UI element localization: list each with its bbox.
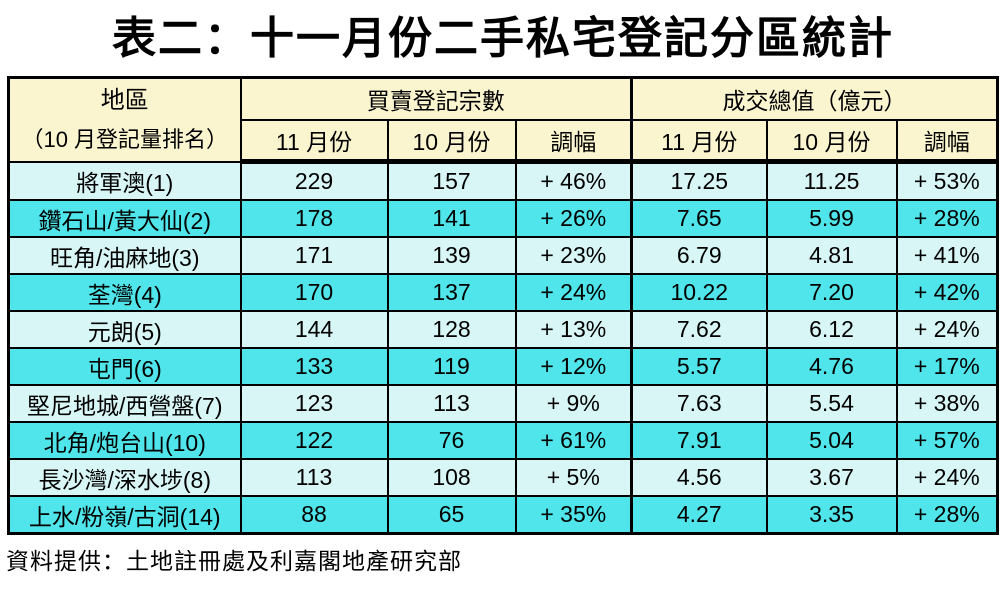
cell-district: 將軍澳(1) bbox=[7, 160, 242, 201]
cell-value-nov: 4.56 bbox=[630, 458, 768, 497]
page-title: 表二：十一月份二手私宅登記分區統計 bbox=[112, 14, 894, 63]
cell-value-nov: 4.27 bbox=[630, 495, 768, 535]
cell-value-nov: 7.65 bbox=[630, 199, 768, 238]
cell-deals-change: + 26% bbox=[514, 199, 633, 238]
cell-value-change: + 28% bbox=[895, 495, 999, 535]
header-deals-nov: 11 月份 bbox=[239, 119, 389, 164]
cell-value-oct: 7.20 bbox=[765, 273, 898, 312]
table-row: 堅尼地城/西營盤(7) 123 113 + 9% 7.63 5.54 + 38% bbox=[7, 384, 999, 423]
cell-district: 北角/炮台山(10) bbox=[7, 421, 242, 460]
cell-deals-change: + 35% bbox=[514, 495, 633, 535]
cell-deals-oct: 137 bbox=[386, 273, 517, 312]
cell-district: 屯門(6) bbox=[7, 347, 242, 386]
cell-deals-nov: 122 bbox=[239, 421, 389, 460]
cell-deals-oct: 128 bbox=[386, 310, 517, 349]
cell-value-oct: 3.67 bbox=[765, 458, 898, 497]
cell-deals-nov: 229 bbox=[239, 160, 389, 201]
cell-deals-change: + 12% bbox=[514, 347, 633, 386]
cell-value-nov: 17.25 bbox=[630, 160, 768, 201]
cell-value-nov: 7.62 bbox=[630, 310, 768, 349]
cell-value-oct: 5.04 bbox=[765, 421, 898, 460]
table-header: 地區 （10 月登記量排名） 買賣登記宗數 成交總值（億元） 11 月份 10 … bbox=[7, 76, 999, 164]
header-district-label: 地區 bbox=[100, 86, 149, 114]
cell-deals-nov: 178 bbox=[239, 199, 389, 238]
cell-value-oct: 5.99 bbox=[765, 199, 898, 238]
header-value-nov: 11 月份 bbox=[630, 119, 768, 164]
cell-value-oct: 11.25 bbox=[765, 160, 898, 201]
table-body: 將軍澳(1) 229 157 + 46% 17.25 11.25 + 53% 鑽石山/黃大仙(… bbox=[7, 160, 999, 535]
cell-district: 旺角/油麻地(3) bbox=[7, 236, 242, 275]
header-sub-row: 11 月份 10 月份 調幅 11 月份 10 月份 調幅 bbox=[9, 119, 999, 164]
cell-deals-change: + 23% bbox=[514, 236, 633, 275]
table-row: 鑽石山/黃大仙(2) 178 141 + 26% 7.65 5.99 + 28% bbox=[7, 199, 999, 238]
cell-deals-oct: 108 bbox=[386, 458, 517, 497]
cell-district: 鑽石山/黃大仙(2) bbox=[7, 199, 242, 238]
header-group-row: 地區 （10 月登記量排名） 買賣登記宗數 成交總值（億元） bbox=[7, 76, 999, 163]
cell-value-change: + 38% bbox=[895, 384, 999, 423]
header-district-ranking-note: （10 月登記量排名） bbox=[21, 126, 229, 152]
cell-value-change: + 28% bbox=[895, 199, 999, 238]
cell-value-oct: 3.35 bbox=[765, 495, 898, 535]
cell-deals-change: + 5% bbox=[514, 458, 633, 497]
cell-deals-oct: 141 bbox=[386, 199, 517, 238]
table-row: 旺角/油麻地(3) 171 139 + 23% 6.79 4.81 + 41% bbox=[7, 236, 999, 275]
cell-deals-nov: 123 bbox=[239, 384, 389, 423]
cell-deals-nov: 170 bbox=[239, 273, 389, 312]
cell-value-change: + 24% bbox=[895, 458, 999, 497]
table-row: 將軍澳(1) 229 157 + 46% 17.25 11.25 + 53% bbox=[7, 160, 999, 201]
cell-value-nov: 10.22 bbox=[630, 273, 768, 312]
cell-value-oct: 6.12 bbox=[765, 310, 898, 349]
cell-deals-change: + 24% bbox=[514, 273, 633, 312]
header-value-oct: 10 月份 bbox=[765, 119, 898, 164]
cell-value-oct: 4.81 bbox=[765, 236, 898, 275]
cell-deals-nov: 88 bbox=[239, 495, 389, 535]
table-row: 上水/粉嶺/古洞(14) 88 65 + 35% 4.27 3.35 + 28% bbox=[7, 495, 999, 535]
table-row: 元朗(5) 144 128 + 13% 7.62 6.12 + 24% bbox=[7, 310, 999, 349]
source-note: 資料提供：土地註冊處及利嘉閣地產研究部 bbox=[6, 548, 462, 574]
cell-value-change: + 57% bbox=[895, 421, 999, 460]
header-group-deals: 買賣登記宗數 bbox=[239, 76, 633, 121]
table-row: 長沙灣/深水埗(8) 113 108 + 5% 4.56 3.67 + 24% bbox=[7, 458, 999, 497]
header-value-change: 調幅 bbox=[895, 119, 999, 164]
cell-deals-nov: 133 bbox=[239, 347, 389, 386]
cell-value-change: + 24% bbox=[895, 310, 999, 349]
cell-district: 元朗(5) bbox=[7, 310, 242, 349]
cell-deals-change: + 9% bbox=[514, 384, 633, 423]
cell-deals-oct: 157 bbox=[386, 160, 517, 201]
cell-value-nov: 5.57 bbox=[630, 347, 768, 386]
table-row: 荃灣(4) 170 137 + 24% 10.22 7.20 + 42% bbox=[7, 273, 999, 312]
table-row: 北角/炮台山(10) 122 76 + 61% 7.91 5.04 + 57% bbox=[7, 421, 999, 460]
cell-deals-nov: 113 bbox=[239, 458, 389, 497]
table-row: 屯門(6) 133 119 + 12% 5.57 4.76 + 17% bbox=[7, 347, 999, 386]
cell-value-nov: 6.79 bbox=[630, 236, 768, 275]
header-deals-change: 調幅 bbox=[514, 119, 633, 164]
cell-value-change: + 42% bbox=[895, 273, 999, 312]
cell-value-oct: 5.54 bbox=[765, 384, 898, 423]
cell-district: 長沙灣/深水埗(8) bbox=[7, 458, 242, 497]
header-group-value: 成交總值（億元） bbox=[630, 76, 999, 121]
cell-district: 荃灣(4) bbox=[7, 273, 242, 312]
cell-value-change: + 41% bbox=[895, 236, 999, 275]
cell-deals-oct: 139 bbox=[386, 236, 517, 275]
cell-value-change: + 17% bbox=[895, 347, 999, 386]
cell-value-change: + 53% bbox=[895, 160, 999, 201]
cell-value-nov: 7.91 bbox=[630, 421, 768, 460]
cell-deals-oct: 65 bbox=[386, 495, 517, 535]
cell-value-nov: 7.63 bbox=[630, 384, 768, 423]
statistics-table: 地區 （10 月登記量排名） 買賣登記宗數 成交總值（億元） 11 月份 10 … bbox=[7, 76, 1000, 535]
cell-district: 上水/粉嶺/古洞(14) bbox=[7, 495, 242, 535]
header-deals-oct: 10 月份 bbox=[386, 119, 517, 164]
cell-deals-oct: 113 bbox=[386, 384, 517, 423]
cell-value-oct: 4.76 bbox=[765, 347, 898, 386]
cell-deals-nov: 144 bbox=[239, 310, 389, 349]
cell-district: 堅尼地城/西營盤(7) bbox=[7, 384, 242, 423]
cell-deals-change: + 13% bbox=[514, 310, 633, 349]
cell-deals-nov: 171 bbox=[239, 236, 389, 275]
cell-deals-oct: 76 bbox=[386, 421, 517, 460]
cell-deals-oct: 119 bbox=[386, 347, 517, 386]
header-district: 地區 （10 月登記量排名） bbox=[7, 76, 242, 163]
cell-deals-change: + 61% bbox=[514, 421, 633, 460]
cell-deals-change: + 46% bbox=[514, 160, 633, 201]
